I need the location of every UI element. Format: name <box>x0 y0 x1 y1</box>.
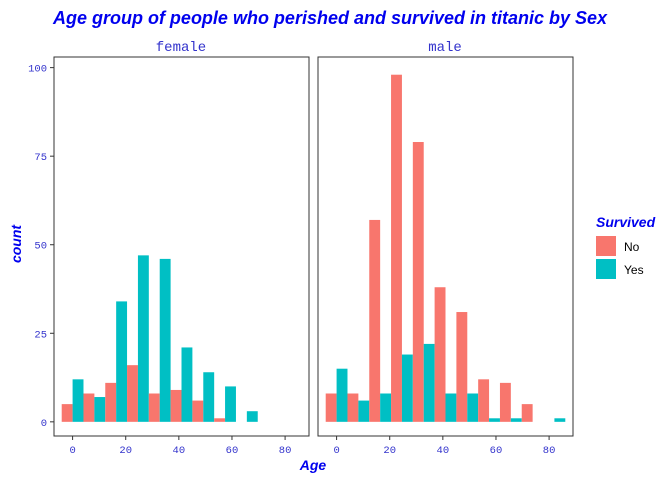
bar-no <box>499 382 511 422</box>
bar-yes <box>554 418 566 422</box>
x-axis: 0 20 40 60 80 0 20 40 60 80 <box>69 436 555 457</box>
y-tick-label: 75 <box>34 152 47 164</box>
bar-yes <box>423 343 435 422</box>
legend-label-yes: Yes <box>624 263 644 277</box>
x-tick-label: 60 <box>226 445 239 457</box>
bar-yes <box>181 347 193 422</box>
legend-swatch-no <box>596 236 616 256</box>
bar-no <box>521 404 533 422</box>
bar-no <box>214 418 226 422</box>
legend-label-no: No <box>624 240 640 254</box>
facet-label-male: male <box>428 40 462 56</box>
x-tick-label: 0 <box>69 445 75 457</box>
bar-no <box>347 393 359 422</box>
bar-no <box>412 142 424 422</box>
bar-yes <box>489 418 500 422</box>
facet-label-female: female <box>156 40 206 56</box>
bar-yes <box>116 301 128 422</box>
x-axis-title: Age <box>299 457 327 473</box>
bar-no <box>478 379 490 422</box>
panel-border <box>53 56 310 437</box>
x-tick-label: 80 <box>543 445 556 457</box>
y-axis-title: count <box>8 224 24 263</box>
y-tick-label: 0 <box>41 418 47 430</box>
bar-no <box>61 404 73 422</box>
x-tick-label: 40 <box>437 445 450 457</box>
bar-yes <box>72 379 84 422</box>
y-axis: 0 25 50 75 100 <box>28 64 54 430</box>
bar-yes <box>401 354 413 422</box>
bar-no <box>456 312 468 422</box>
bar-yes <box>380 393 392 422</box>
bar-yes <box>358 400 370 422</box>
bar-yes <box>203 372 215 422</box>
legend: Survived No Yes <box>596 214 656 279</box>
bar-no <box>369 219 381 422</box>
chart-title: Age group of people who perished and sur… <box>52 8 608 28</box>
y-tick-label: 25 <box>34 329 47 341</box>
bar-yes <box>445 393 457 422</box>
bar-no <box>83 393 95 422</box>
bar-no <box>325 393 337 422</box>
bar-yes <box>159 258 171 422</box>
x-tick-label: 40 <box>173 445 186 457</box>
y-tick-label: 50 <box>34 241 47 253</box>
bar-no <box>391 74 402 422</box>
panel-male <box>317 56 574 437</box>
bar-yes <box>137 255 149 422</box>
bar-yes <box>510 418 522 422</box>
x-tick-label: 20 <box>119 445 132 457</box>
bar-no <box>434 287 446 422</box>
x-tick-label: 80 <box>279 445 292 457</box>
bar-yes <box>225 386 236 422</box>
bar-no <box>170 389 182 422</box>
y-tick-label: 100 <box>28 64 47 76</box>
bar-no <box>192 400 204 422</box>
x-tick-label: 60 <box>490 445 503 457</box>
panel-border <box>317 56 574 437</box>
legend-swatch-yes <box>596 259 616 279</box>
bar-yes <box>467 393 479 422</box>
bar-no <box>127 365 138 422</box>
bar-no <box>105 382 117 422</box>
x-tick-label: 0 <box>333 445 339 457</box>
bar-no <box>148 393 160 422</box>
legend-title: Survived <box>596 214 656 230</box>
panel-female <box>53 56 310 437</box>
bar-yes <box>94 397 106 422</box>
x-tick-label: 20 <box>383 445 396 457</box>
bar-yes <box>336 368 348 422</box>
bar-yes <box>246 411 258 422</box>
